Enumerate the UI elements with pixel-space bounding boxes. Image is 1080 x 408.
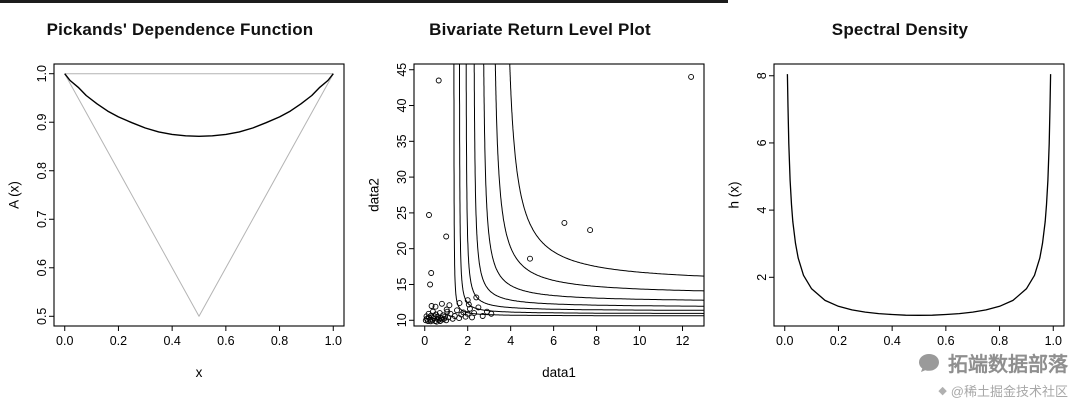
- svg-text:h (x): h (x): [727, 182, 742, 209]
- svg-text:30: 30: [395, 170, 409, 184]
- chart-title-spectral-density: Spectral Density: [831, 20, 969, 39]
- panel-pickands: Pickands' Dependence Function 0.0 0.2 0.4 0…: [0, 4, 360, 386]
- spectral-density-curve: [786, 74, 1052, 316]
- top-border-line: [0, 0, 728, 3]
- svg-text:40: 40: [395, 99, 409, 113]
- contour-lines: [453, 63, 705, 317]
- panel-return-level: Bivariate Return Level Plot 0 2 4 6 8 10 12 dat…: [360, 4, 720, 386]
- svg-text:0.6: 0.6: [35, 259, 49, 276]
- svg-text:x: x: [196, 365, 203, 380]
- watermark-community-row: ◆ @稀土掘金技术社区: [917, 381, 1068, 400]
- y-axis: 0.5 0.6 0.7 0.8 0.9 1.0 A (x): [7, 65, 54, 325]
- chart-title-pickands: Pickands' Dependence Function: [46, 20, 314, 39]
- svg-text:2: 2: [755, 274, 769, 281]
- svg-text:15: 15: [395, 277, 409, 291]
- plot-frame: [53, 63, 345, 327]
- svg-text:1.0: 1.0: [325, 334, 342, 348]
- svg-text:0.8: 0.8: [991, 334, 1008, 348]
- svg-text:0.2: 0.2: [110, 334, 127, 348]
- y-axis: 10 15 20 25 30 35 40 45 data2: [367, 63, 414, 327]
- x-axis: 0 2 4 6 8 10 12 data1: [421, 326, 690, 380]
- lower-bound-line: [64, 73, 334, 317]
- svg-text:A (x): A (x): [7, 181, 22, 209]
- svg-text:data2: data2: [367, 178, 382, 212]
- svg-text:6: 6: [755, 139, 769, 146]
- juejin-logo-icon: ◆: [938, 385, 947, 397]
- svg-text:25: 25: [395, 206, 409, 220]
- pickands-curve: [64, 73, 334, 138]
- svg-text:0.9: 0.9: [35, 113, 49, 130]
- pickands-plot: 0.0 0.2 0.4 0.6 0.8 1.0 x 0.5 0.6 0.7 0.8 0.9 1.0 A (…: [7, 63, 345, 380]
- watermark: 拓端数据部落 ◆ @稀土掘金技术社区: [917, 348, 1068, 400]
- svg-text:data1: data1: [542, 365, 576, 380]
- spectral-density-plot: 0.0 0.2 0.4 0.6 0.8 1.0 2 4 6 8 h (x): [727, 63, 1065, 348]
- svg-text:8: 8: [593, 334, 600, 348]
- svg-text:45: 45: [395, 63, 409, 77]
- chart-title-return-level: Bivariate Return Level Plot: [429, 20, 651, 39]
- svg-text:8: 8: [755, 72, 769, 79]
- svg-text:0.8: 0.8: [271, 334, 288, 348]
- watermark-brand-text: 拓端数据部落: [948, 354, 1068, 376]
- svg-text:0.5: 0.5: [35, 308, 49, 325]
- plot-frame: [413, 63, 705, 327]
- svg-text:1.0: 1.0: [1045, 334, 1062, 348]
- panel-spectral-density: Spectral Density 0.0 0.2 0.4 0.6 0.8 1.0 2 4 6 8 h…: [720, 4, 1080, 386]
- svg-text:20: 20: [395, 242, 409, 256]
- x-axis: 0.0 0.2 0.4 0.6 0.8 1.0: [776, 326, 1062, 348]
- svg-text:4: 4: [755, 207, 769, 214]
- svg-text:1.0: 1.0: [35, 65, 49, 82]
- svg-text:10: 10: [395, 313, 409, 327]
- svg-text:4: 4: [507, 334, 514, 348]
- svg-text:0.0: 0.0: [56, 334, 73, 348]
- svg-text:0.4: 0.4: [883, 334, 900, 348]
- svg-text:2: 2: [464, 334, 471, 348]
- svg-text:0.8: 0.8: [35, 162, 49, 179]
- svg-text:0.0: 0.0: [776, 334, 793, 348]
- svg-text:0.4: 0.4: [163, 334, 180, 348]
- x-axis: 0.0 0.2 0.4 0.6 0.8 1.0 x: [56, 326, 342, 380]
- plot-frame: [773, 63, 1065, 327]
- svg-text:0.7: 0.7: [35, 211, 49, 228]
- svg-text:0.2: 0.2: [830, 334, 847, 348]
- return-level-plot: 0 2 4 6 8 10 12 data1 10 15 20 25 30 35 40 45 data2: [367, 63, 705, 380]
- svg-text:10: 10: [633, 334, 647, 348]
- svg-text:0.6: 0.6: [937, 334, 954, 348]
- y-axis: 2 4 6 8 h (x): [727, 72, 774, 281]
- svg-text:12: 12: [676, 334, 690, 348]
- watermark-brand-row: 拓端数据部落: [917, 348, 1068, 377]
- svg-text:0: 0: [421, 334, 428, 348]
- chat-bubble-logo-icon: [919, 353, 939, 372]
- svg-text:0.6: 0.6: [217, 334, 234, 348]
- svg-text:35: 35: [395, 134, 409, 148]
- scatter-points: [422, 73, 695, 325]
- svg-text:6: 6: [550, 334, 557, 348]
- charts-row: Pickands' Dependence Function 0.0 0.2 0.4 0…: [0, 4, 1080, 386]
- watermark-community-text: @稀土掘金技术社区: [950, 384, 1068, 399]
